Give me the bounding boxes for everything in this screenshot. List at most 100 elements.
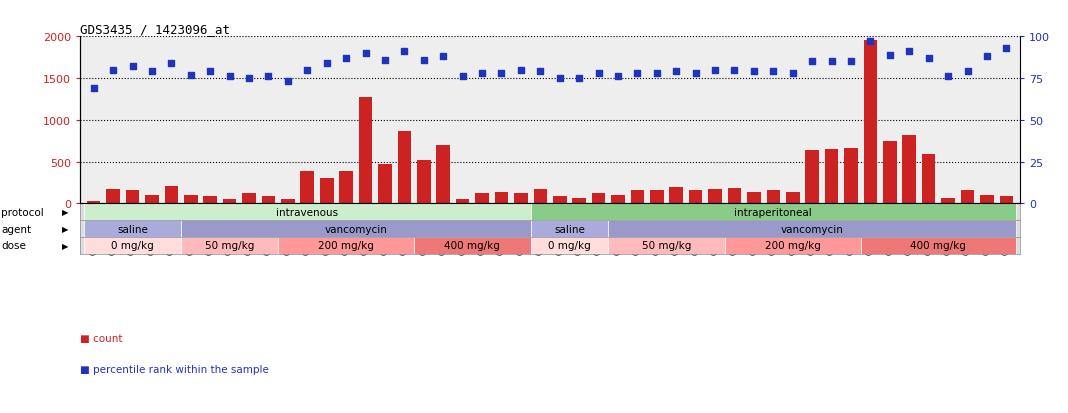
Bar bbox=[727, 189, 741, 204]
Point bbox=[843, 59, 860, 66]
Point bbox=[978, 54, 995, 60]
Text: vancomycin: vancomycin bbox=[781, 224, 844, 234]
Point bbox=[707, 67, 724, 74]
Point bbox=[280, 79, 297, 85]
Point bbox=[493, 71, 511, 77]
Point bbox=[473, 71, 490, 77]
Point bbox=[202, 69, 219, 76]
Point bbox=[357, 50, 374, 57]
Bar bbox=[417, 160, 430, 204]
Text: protocol: protocol bbox=[1, 207, 44, 217]
Bar bbox=[475, 194, 489, 204]
Point bbox=[940, 74, 957, 81]
Bar bbox=[531, 221, 609, 237]
Bar bbox=[650, 190, 663, 204]
Text: 200 mg/kg: 200 mg/kg bbox=[765, 241, 820, 251]
Text: intraperitoneal: intraperitoneal bbox=[735, 207, 812, 217]
Point bbox=[221, 74, 238, 81]
Point bbox=[299, 67, 316, 74]
Point bbox=[803, 59, 820, 66]
Point bbox=[959, 69, 976, 76]
Point bbox=[590, 71, 607, 77]
Point bbox=[454, 74, 471, 81]
Point bbox=[124, 64, 141, 71]
Bar bbox=[531, 204, 1016, 221]
Text: 400 mg/kg: 400 mg/kg bbox=[910, 241, 967, 251]
Bar bbox=[300, 172, 314, 204]
Bar bbox=[203, 197, 217, 204]
Bar bbox=[184, 195, 198, 204]
Bar bbox=[824, 150, 838, 204]
Point bbox=[823, 59, 841, 66]
Bar bbox=[182, 237, 278, 254]
Bar bbox=[553, 197, 566, 204]
Point bbox=[435, 54, 452, 60]
Point bbox=[240, 76, 257, 82]
Point bbox=[745, 69, 763, 76]
Bar bbox=[531, 237, 609, 254]
Bar bbox=[359, 98, 373, 204]
Bar bbox=[864, 41, 877, 204]
Point bbox=[85, 85, 103, 92]
Bar bbox=[320, 178, 333, 204]
Bar bbox=[145, 196, 159, 204]
Point bbox=[668, 69, 685, 76]
Bar bbox=[514, 194, 528, 204]
Text: ▶: ▶ bbox=[62, 208, 68, 217]
Bar bbox=[84, 221, 182, 237]
Text: ■ percentile rank within the sample: ■ percentile rank within the sample bbox=[80, 364, 269, 374]
Bar bbox=[494, 193, 508, 204]
Bar bbox=[786, 192, 800, 204]
Bar bbox=[378, 165, 392, 204]
Bar bbox=[534, 190, 547, 204]
Bar bbox=[611, 196, 625, 204]
Point bbox=[376, 57, 393, 64]
Bar bbox=[84, 237, 182, 254]
Point bbox=[765, 69, 782, 76]
Point bbox=[415, 57, 433, 64]
Point bbox=[105, 67, 122, 74]
Bar bbox=[1000, 197, 1014, 204]
Bar bbox=[340, 171, 352, 204]
Text: 50 mg/kg: 50 mg/kg bbox=[642, 241, 691, 251]
Bar bbox=[164, 186, 178, 204]
Bar bbox=[126, 190, 139, 204]
Bar bbox=[87, 202, 100, 204]
Bar bbox=[902, 135, 916, 204]
Text: GDS3435 / 1423096_at: GDS3435 / 1423096_at bbox=[80, 23, 230, 36]
Bar bbox=[689, 191, 703, 204]
Point bbox=[726, 67, 743, 74]
Point bbox=[998, 45, 1015, 52]
Text: saline: saline bbox=[117, 224, 148, 234]
Bar bbox=[223, 199, 236, 204]
Bar bbox=[883, 141, 897, 204]
Point bbox=[687, 71, 704, 77]
Point bbox=[318, 61, 335, 67]
Bar bbox=[844, 149, 858, 204]
Point bbox=[513, 67, 530, 74]
Bar bbox=[397, 131, 411, 204]
Bar bbox=[572, 198, 586, 204]
Bar bbox=[725, 237, 861, 254]
Bar bbox=[262, 197, 276, 204]
Point bbox=[570, 76, 587, 82]
Point bbox=[162, 61, 179, 67]
Point bbox=[143, 69, 160, 76]
Bar bbox=[456, 200, 470, 204]
Point bbox=[260, 74, 277, 81]
Point bbox=[396, 49, 413, 55]
Text: dose: dose bbox=[1, 241, 26, 251]
Point bbox=[881, 52, 898, 59]
Point bbox=[921, 55, 938, 62]
Bar bbox=[242, 193, 256, 204]
Bar bbox=[414, 237, 531, 254]
Text: ▶: ▶ bbox=[62, 225, 68, 233]
Text: vancomycin: vancomycin bbox=[325, 224, 388, 234]
Bar bbox=[437, 145, 450, 204]
Bar bbox=[84, 204, 531, 221]
Point bbox=[610, 74, 627, 81]
Text: 200 mg/kg: 200 mg/kg bbox=[318, 241, 374, 251]
Bar bbox=[670, 188, 684, 204]
Bar bbox=[861, 237, 1016, 254]
Text: 50 mg/kg: 50 mg/kg bbox=[205, 241, 254, 251]
